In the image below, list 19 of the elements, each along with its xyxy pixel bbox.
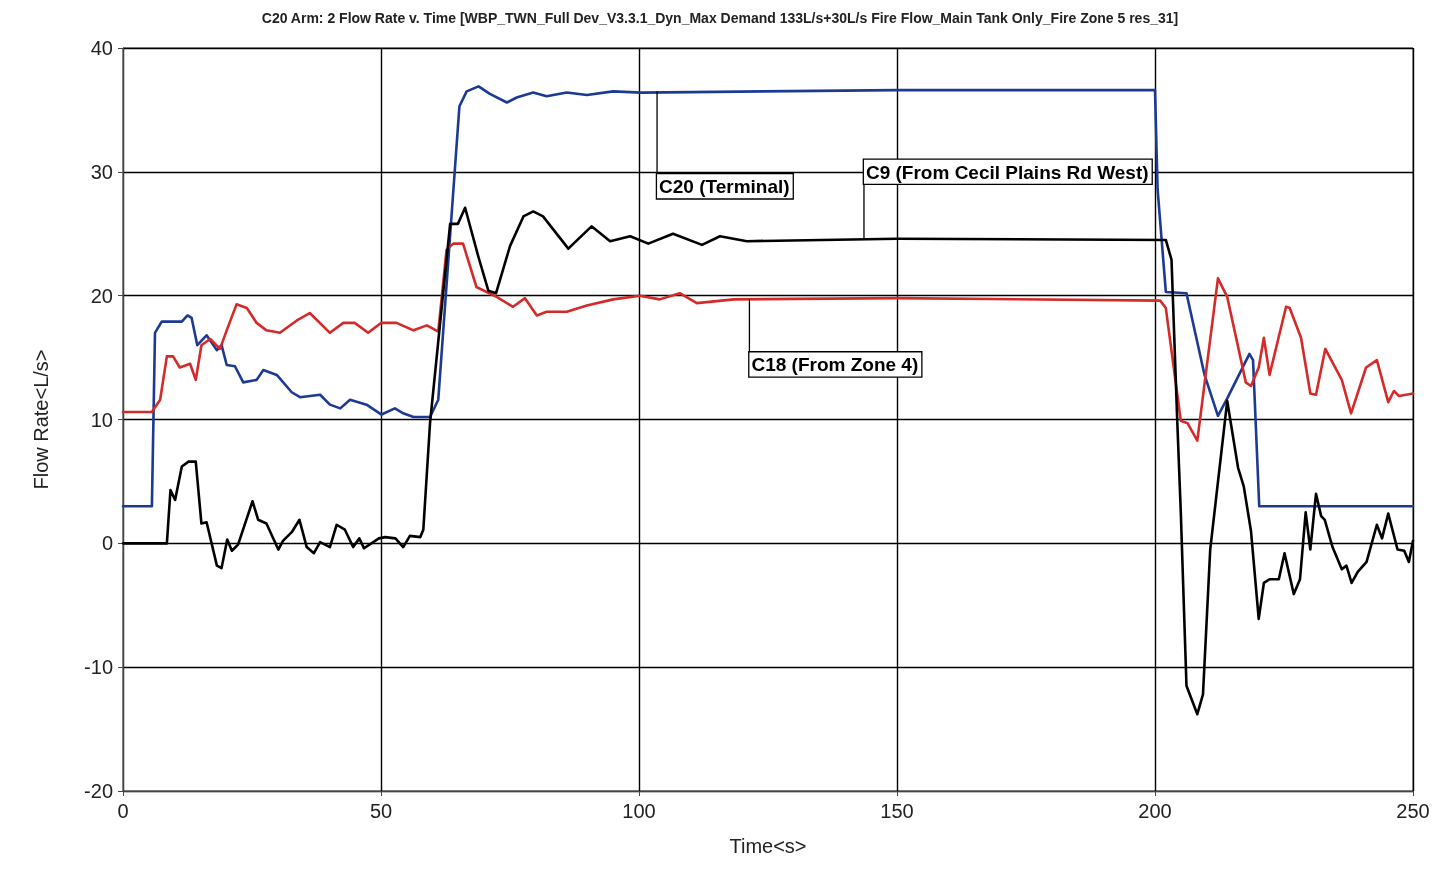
x-tick-label: 50 bbox=[369, 800, 393, 822]
annotation: C9 (From Cecil Plains Rd West) bbox=[865, 161, 1149, 183]
annotation: C18 (From Zone 4) bbox=[751, 354, 919, 376]
y-tick-label: -20 bbox=[84, 780, 113, 802]
y-tick-label: 20 bbox=[90, 284, 113, 307]
y-axis-title: Flow Rate<L/s> bbox=[30, 349, 52, 490]
x-axis-title: Time<s> bbox=[729, 835, 807, 857]
y-tick-label: 30 bbox=[90, 160, 113, 183]
annotation: C20 (Terminal) bbox=[659, 176, 790, 198]
x-tick-label: 100 bbox=[622, 800, 656, 822]
y-tick-label: -10 bbox=[84, 656, 113, 679]
x-tick-label: 200 bbox=[1138, 800, 1172, 822]
y-tick-label: 0 bbox=[101, 532, 113, 555]
x-tick-label: 0 bbox=[117, 800, 129, 822]
y-tick-label: 40 bbox=[90, 37, 113, 59]
y-tick-label: 10 bbox=[90, 408, 113, 431]
chart-title: C20 Arm: 2 Flow Rate v. Time [WBP_TWN_Full Dev_V3.3.1_Dyn_Max Demand 133L/s+30L/s Fire Flow_Main Tank Only_Fire Zone 5 res_31] bbox=[261, 10, 1179, 26]
x-tick-label: 150 bbox=[880, 800, 914, 822]
x-tick-label: 250 bbox=[1396, 800, 1430, 822]
